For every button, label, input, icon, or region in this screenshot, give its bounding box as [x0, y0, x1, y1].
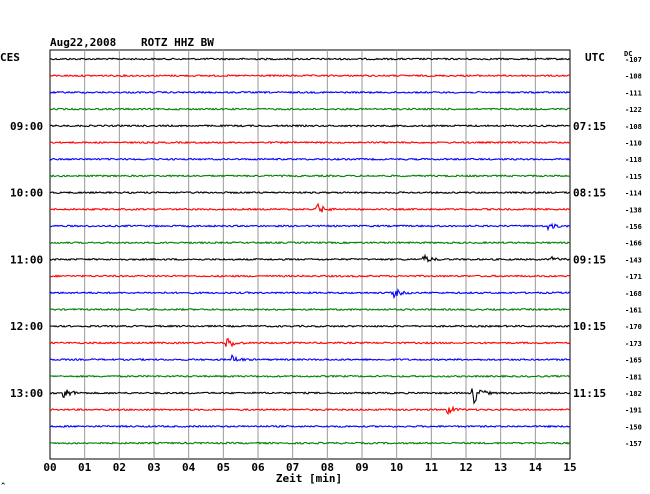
x-tick-label: 07 [286, 461, 299, 474]
dc-offset-label: -122 [625, 106, 642, 114]
x-tick-label: 08 [321, 461, 334, 474]
dc-offset-label: -165 [625, 357, 642, 365]
trace-line [49, 324, 571, 328]
x-tick-label: 06 [251, 461, 265, 474]
trace-line [49, 107, 571, 111]
dc-offset-label: -138 [625, 206, 642, 214]
trace-line [49, 441, 571, 445]
trace-line [49, 157, 571, 161]
trace-line [49, 240, 571, 245]
trace-line [49, 202, 571, 213]
trace-line [49, 274, 571, 278]
left-time-label: 10:00 [10, 187, 43, 200]
trace-line [49, 222, 571, 232]
trace-line [49, 388, 571, 405]
x-tick-label: 15 [563, 461, 576, 474]
dc-offset-label: -115 [625, 173, 642, 181]
x-tick-label: 09 [355, 461, 368, 474]
dc-offset-label: -166 [625, 240, 642, 248]
dc-offset-label: -170 [625, 323, 642, 331]
dc-label: DC [624, 50, 632, 58]
dc-offset-label: -173 [625, 340, 642, 348]
dc-offset-label: -150 [625, 423, 642, 431]
dc-offset-label: -111 [625, 89, 642, 97]
dc-offset-label: -108 [625, 123, 642, 131]
trace-group [49, 57, 571, 445]
trace-line [49, 124, 571, 128]
right-time-label: 07:15 [573, 120, 606, 133]
x-axis-label: Zeit [min] [276, 472, 342, 485]
trace-line [49, 424, 571, 429]
trace-line [49, 174, 571, 178]
dc-offset-label: -157 [625, 440, 642, 448]
left-timezone-label: CES [0, 51, 20, 64]
date-label: Aug22,2008 [50, 36, 116, 49]
x-tick-label: 14 [529, 461, 543, 474]
dc-offset-label: -161 [625, 307, 642, 315]
dc-offset-label: -143 [625, 256, 642, 264]
dc-offset-label: -118 [625, 156, 642, 164]
dc-offset-label: -181 [625, 373, 642, 381]
left-time-label: 11:00 [10, 253, 43, 266]
dc-offset-label: -168 [625, 290, 642, 298]
dc-offset-label: -114 [625, 190, 642, 198]
trace-line [49, 307, 571, 312]
x-tick-label: 10 [390, 461, 403, 474]
dc-offset-label: -107 [625, 56, 642, 64]
dc-offset-label: -156 [625, 223, 642, 231]
trace-line [49, 374, 571, 379]
right-time-label: 09:15 [573, 253, 606, 266]
x-tick-label: 05 [217, 461, 230, 474]
trace-line [49, 57, 571, 61]
x-tick-label: 11 [425, 461, 439, 474]
x-tick-label: 00 [43, 461, 56, 474]
trace-line [49, 405, 571, 416]
x-tick-label: 04 [182, 461, 196, 474]
trace-line [49, 90, 571, 95]
dc-offset-label: -171 [625, 273, 642, 281]
x-tick-label: 12 [459, 461, 472, 474]
right-time-label: 11:15 [573, 387, 606, 400]
trace-line [49, 73, 571, 78]
x-tick-label: 03 [147, 461, 160, 474]
trace-line [49, 190, 571, 195]
station-label: ROTZ HHZ BW [141, 36, 214, 49]
left-time-label: 13:00 [10, 387, 43, 400]
right-time-label: 08:15 [573, 187, 606, 200]
left-time-label: 09:00 [10, 120, 43, 133]
x-tick-label: 13 [494, 461, 507, 474]
right-time-label: 10:15 [573, 320, 606, 333]
grid [49, 49, 571, 460]
trace-line [49, 288, 571, 300]
dc-offset-label: -108 [625, 73, 642, 81]
label-group: 00 01 02 03 04 05 06 07 08 09 10 11 12 13 14 15 09:00 10:… [10, 56, 642, 474]
trace-line [49, 354, 571, 362]
trace-line [49, 337, 571, 348]
x-tick-label: 01 [78, 461, 92, 474]
dc-offset-label: -182 [625, 390, 642, 398]
x-tick-label: 02 [113, 461, 126, 474]
dc-offset-label: -191 [625, 407, 642, 415]
right-timezone-label: UTC [585, 51, 605, 64]
trace-line [49, 140, 571, 145]
trace-line [49, 253, 571, 263]
dc-offset-label: -110 [625, 140, 642, 148]
corner-mark: ^ [1, 482, 6, 490]
left-time-label: 12:00 [10, 320, 43, 333]
plot-frame [49, 49, 571, 460]
